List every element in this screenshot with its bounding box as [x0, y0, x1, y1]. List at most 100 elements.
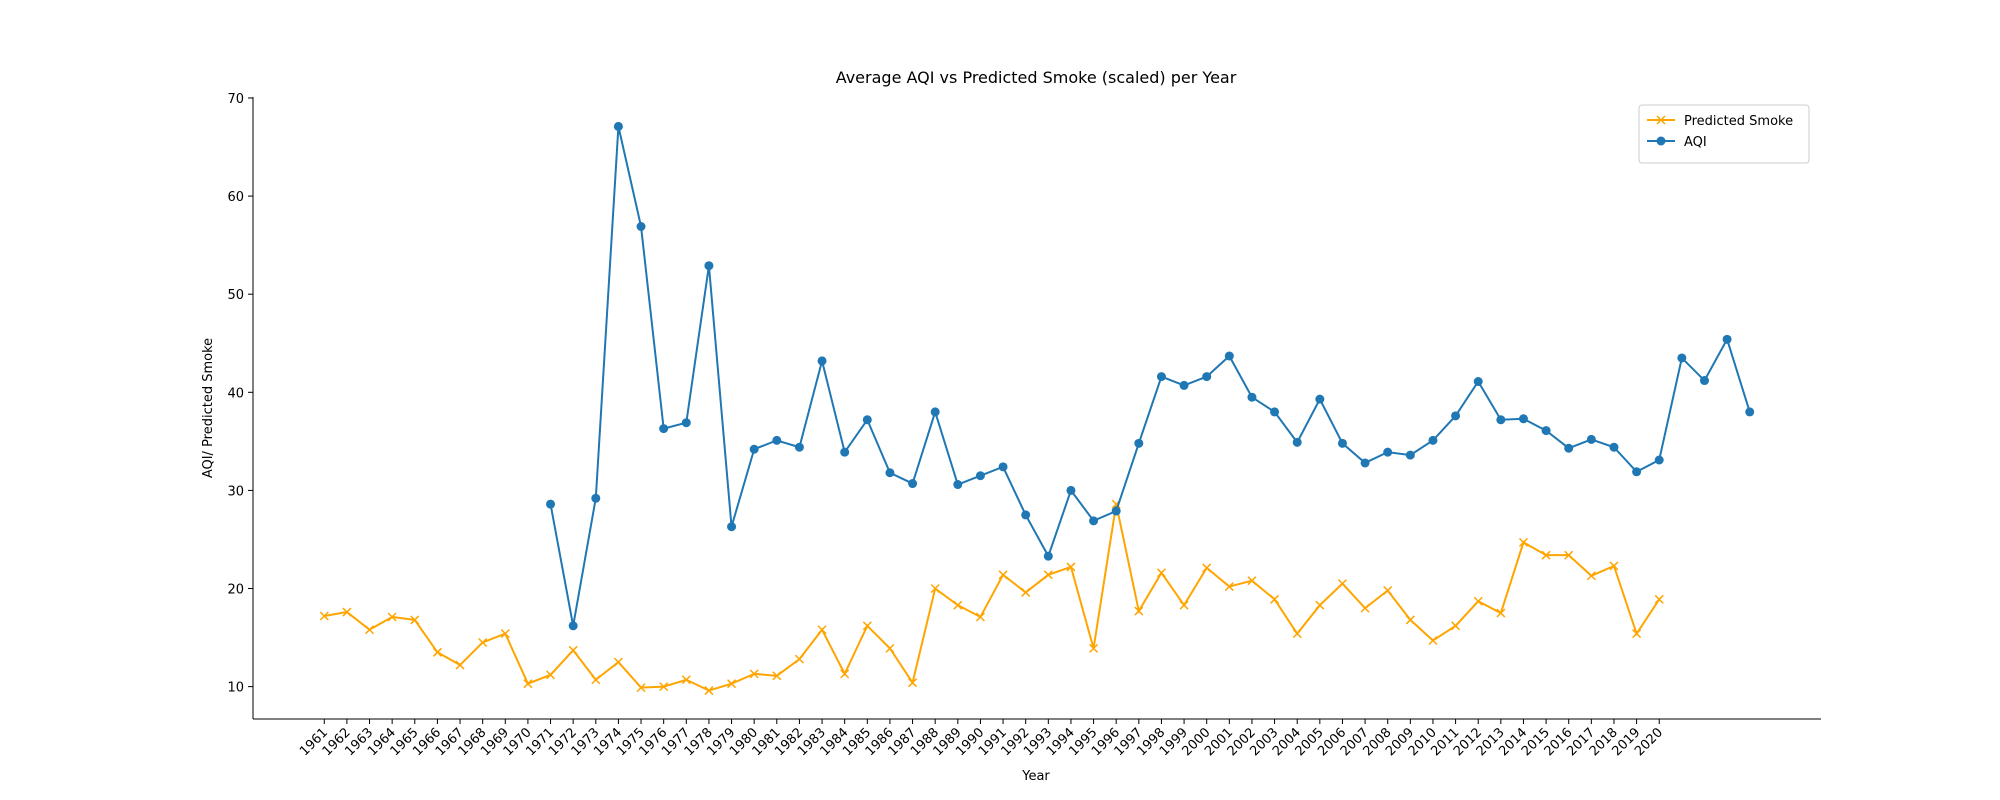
point-marker [546, 499, 556, 509]
point-marker [1451, 411, 1461, 421]
point-marker [930, 583, 940, 594]
point-marker [681, 418, 691, 428]
point-marker [772, 435, 782, 445]
point-marker [455, 660, 465, 670]
y-tick-label: 30 [227, 484, 244, 499]
point-marker [364, 625, 375, 635]
point-marker [523, 679, 533, 689]
series-1 [546, 121, 1755, 631]
point-marker [659, 424, 669, 434]
point-marker [1541, 426, 1551, 436]
chart-title: Average AQI vs Predicted Smoke (scaled) … [836, 68, 1237, 87]
point-marker [1496, 608, 1506, 618]
point-marker [342, 607, 352, 617]
point-marker [1179, 380, 1189, 390]
point-marker [1722, 334, 1732, 344]
point-marker [1043, 551, 1053, 561]
point-marker [1609, 561, 1619, 571]
point-marker [591, 675, 601, 685]
point-marker [1654, 455, 1664, 465]
point-marker [432, 647, 442, 657]
point-marker [659, 682, 669, 692]
point-marker [840, 447, 850, 457]
point-marker [975, 471, 985, 481]
y-tick-label: 70 [227, 92, 244, 107]
point-marker [1134, 438, 1144, 448]
point-marker [794, 442, 804, 452]
point-marker [1428, 635, 1438, 646]
series-line [324, 503, 1661, 692]
point-marker [1202, 563, 1212, 573]
legend-box [1638, 104, 1810, 164]
point-marker [1066, 562, 1076, 572]
point-marker [636, 222, 646, 232]
point-marker [1089, 516, 1099, 526]
point-marker [885, 468, 895, 478]
series-0 [319, 499, 1664, 696]
point-marker [1134, 606, 1144, 616]
point-marker [1247, 576, 1257, 586]
point-marker [1609, 442, 1619, 452]
point-marker [1518, 537, 1528, 547]
point-marker [1405, 615, 1415, 625]
legend: Predicted Smoke AQI [1638, 104, 1810, 164]
point-marker [953, 600, 963, 610]
point-marker [546, 670, 556, 680]
y-tick-label: 20 [227, 583, 244, 598]
point-marker [1518, 414, 1528, 424]
point-marker [1383, 585, 1393, 596]
point-marker [1451, 621, 1461, 631]
point-marker [953, 480, 963, 490]
point-marker [636, 683, 646, 693]
point-marker [1270, 594, 1280, 604]
point-marker [727, 522, 737, 532]
point-marker [1315, 600, 1325, 610]
point-marker [1405, 450, 1415, 460]
point-marker [1202, 372, 1212, 382]
point-marker [1632, 467, 1642, 477]
point-marker [1496, 415, 1506, 425]
point-marker [1632, 629, 1642, 639]
point-marker [1360, 458, 1370, 468]
point-marker [1043, 570, 1053, 580]
point-marker [1586, 434, 1596, 444]
point-marker [1337, 438, 1347, 448]
point-marker [1292, 437, 1302, 447]
point-marker [749, 669, 759, 679]
point-marker [1473, 377, 1483, 387]
y-tick-label: 50 [227, 288, 244, 303]
point-marker [704, 261, 714, 271]
point-marker [1156, 568, 1166, 578]
point-marker [1156, 372, 1166, 382]
point-marker [1021, 510, 1031, 520]
series-line [549, 126, 1751, 626]
point-marker [727, 679, 737, 689]
point-marker [1270, 407, 1280, 417]
point-marker [908, 678, 918, 688]
point-marker [1473, 596, 1483, 606]
point-marker [568, 621, 578, 631]
point-marker [862, 621, 872, 631]
point-marker [908, 479, 918, 489]
point-marker [1224, 582, 1234, 592]
point-marker [794, 654, 804, 664]
point-marker [1292, 629, 1302, 639]
point-marker [1428, 435, 1438, 445]
point-marker [1021, 587, 1031, 597]
point-marker [613, 657, 623, 667]
point-marker [319, 611, 329, 621]
point-marker [500, 629, 510, 639]
point-marker [1745, 407, 1755, 417]
point-marker [772, 671, 782, 681]
point-marker [1337, 579, 1347, 589]
point-marker [387, 612, 397, 622]
point-marker [749, 444, 759, 454]
legend-marker [1656, 115, 1666, 125]
point-marker [1677, 353, 1687, 363]
legend-label: Predicted Smoke [1684, 114, 1793, 129]
point-marker [998, 570, 1008, 580]
point-marker [885, 643, 895, 653]
point-marker [1360, 603, 1370, 613]
point-marker [1383, 447, 1393, 457]
